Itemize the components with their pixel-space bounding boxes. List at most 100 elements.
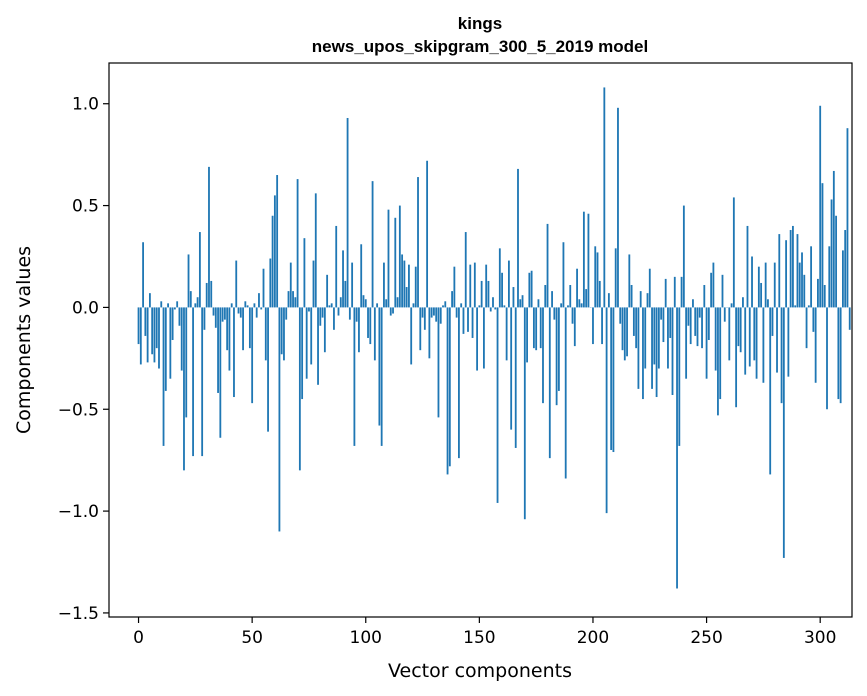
bar <box>667 307 669 369</box>
bar <box>660 307 663 320</box>
bar <box>169 307 172 379</box>
bar <box>314 193 317 308</box>
bar <box>185 307 188 418</box>
bar <box>537 299 540 308</box>
bar <box>192 307 194 457</box>
bar <box>723 307 726 322</box>
bar <box>710 272 713 308</box>
bar <box>807 305 810 308</box>
bar <box>473 262 476 308</box>
bar <box>535 307 538 351</box>
bar <box>221 307 224 322</box>
bar <box>419 307 422 351</box>
bar <box>453 266 456 308</box>
x-tick-label: 250 <box>690 628 722 648</box>
bar <box>562 242 565 308</box>
bar <box>794 305 797 308</box>
bar <box>451 291 454 308</box>
bar <box>669 307 672 338</box>
bar <box>773 262 776 308</box>
bar <box>228 307 231 371</box>
bar <box>748 307 751 367</box>
bar <box>167 303 169 308</box>
bar <box>198 232 201 308</box>
bar <box>623 307 626 361</box>
bar <box>496 307 499 503</box>
bar <box>233 307 235 398</box>
bar <box>842 250 844 308</box>
bar <box>467 307 469 332</box>
bar <box>492 297 494 308</box>
bar <box>651 307 653 389</box>
bar <box>360 244 363 308</box>
bar <box>323 307 326 353</box>
bar <box>771 307 774 336</box>
bar <box>762 307 765 383</box>
bar <box>514 307 517 448</box>
bar <box>680 276 683 308</box>
bar <box>521 295 524 308</box>
bar <box>526 307 528 363</box>
y-tick-label: −0.5 <box>58 400 99 420</box>
chart-subtitle: news_upos_skipgram_300_5_2019 model <box>312 37 648 56</box>
bar <box>348 307 351 320</box>
bar <box>187 254 190 308</box>
bar <box>798 262 801 308</box>
bar <box>782 307 785 558</box>
bar <box>217 307 219 393</box>
bar <box>269 258 272 308</box>
bar <box>239 307 242 318</box>
bar <box>339 297 342 308</box>
bar <box>444 301 447 308</box>
bar <box>208 166 210 308</box>
bar <box>471 307 474 338</box>
bar <box>803 274 806 308</box>
bar <box>346 117 349 308</box>
bar <box>448 307 451 467</box>
y-tick-label: 1.0 <box>72 95 99 115</box>
y-axis-label: Components values <box>13 246 35 434</box>
bar <box>692 299 694 308</box>
bar <box>401 254 404 308</box>
bar <box>607 293 610 308</box>
x-axis-ticks: 0 50 100 150 200 250 300 <box>133 617 836 648</box>
bar <box>371 181 374 308</box>
bar <box>258 293 260 308</box>
bar <box>139 307 142 365</box>
bar <box>532 307 535 349</box>
bar <box>730 303 733 308</box>
bar <box>330 303 333 308</box>
bar <box>294 297 297 308</box>
bar <box>528 272 531 308</box>
bar <box>587 213 590 308</box>
bar <box>280 307 283 355</box>
bar <box>378 307 381 426</box>
bar <box>264 307 267 361</box>
bar <box>417 177 419 308</box>
bar <box>469 264 472 308</box>
bar <box>712 262 715 308</box>
x-tick-label: 0 <box>133 628 144 648</box>
bar <box>353 307 356 446</box>
bar <box>460 303 463 308</box>
bar <box>310 307 313 365</box>
bar <box>755 307 758 379</box>
bar <box>367 307 369 338</box>
bar <box>389 307 392 316</box>
bar <box>342 250 344 308</box>
bar <box>305 307 308 379</box>
bar <box>489 307 492 312</box>
bar <box>494 307 497 310</box>
bar <box>685 307 688 379</box>
bar <box>392 307 394 314</box>
bar <box>153 307 156 363</box>
bar <box>428 307 431 359</box>
bar <box>173 307 176 310</box>
bar <box>739 307 742 353</box>
bar <box>296 179 299 308</box>
bar <box>421 307 424 318</box>
bar <box>237 307 240 314</box>
bar <box>317 307 319 385</box>
bar <box>848 307 851 330</box>
bar <box>435 307 438 322</box>
